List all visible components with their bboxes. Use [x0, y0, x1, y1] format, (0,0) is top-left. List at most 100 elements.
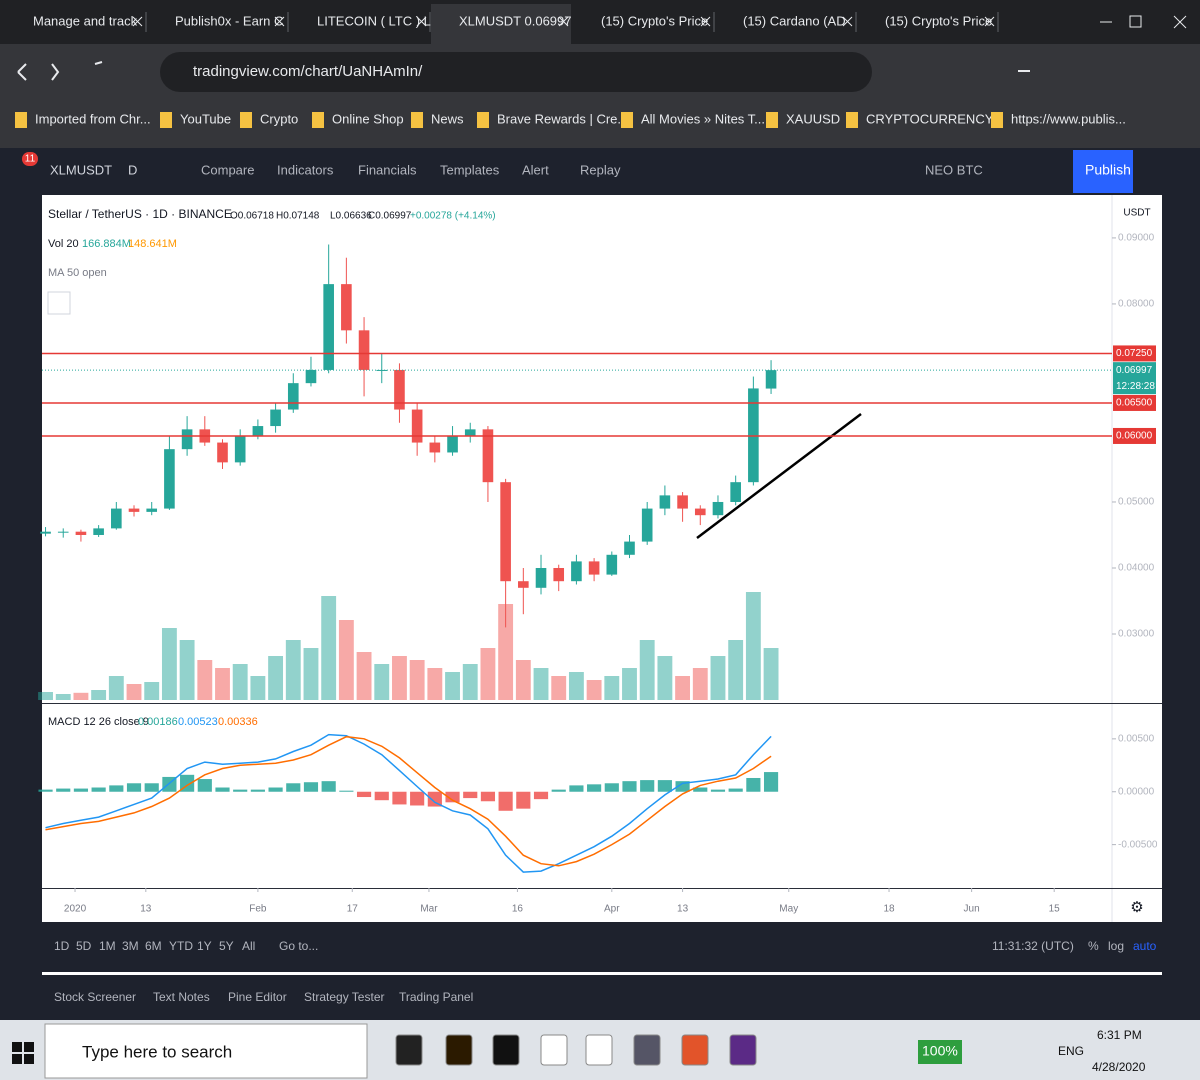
taskbar-app[interactable]: [729, 1034, 757, 1066]
volume-bar: [374, 664, 390, 700]
panel-tab[interactable]: Strategy Tester: [304, 990, 384, 1004]
ma-legend: MA 50 open: [48, 267, 107, 279]
range-button[interactable]: 6M: [145, 939, 162, 953]
x-tick-label: 16: [512, 904, 524, 915]
tab-title[interactable]: (15) Cardano (AD: [743, 13, 846, 28]
tab-title[interactable]: LITECOIN ( LTC ) L: [317, 13, 431, 28]
symbol[interactable]: XLMUSDT: [50, 162, 112, 177]
macd-histogram-bar: [144, 783, 159, 792]
close-icon[interactable]: [1173, 15, 1187, 29]
taskbar-app[interactable]: [540, 1034, 568, 1066]
tab-title[interactable]: (15) Crypto's Price: [601, 13, 708, 28]
tab-close[interactable]: [132, 16, 143, 27]
toolbar-item[interactable]: Indicators: [277, 162, 334, 177]
tab-close[interactable]: [274, 16, 285, 27]
candle-body: [93, 528, 104, 535]
panel-tab[interactable]: Pine Editor: [228, 990, 287, 1004]
maximize-icon[interactable]: [1129, 15, 1142, 28]
candle-body: [164, 449, 175, 509]
publish-label[interactable]: Publish: [1085, 162, 1131, 178]
volume-legend-value: 166.884M: [82, 238, 131, 250]
range-button[interactable]: YTD: [169, 939, 193, 953]
taskbar-app[interactable]: [395, 1034, 423, 1066]
range-button[interactable]: 1Y: [197, 939, 212, 953]
panel-tab[interactable]: Trading Panel: [399, 990, 473, 1004]
range-bar: [42, 922, 1162, 972]
range-button[interactable]: 5D: [76, 939, 92, 953]
volume-bar: [179, 640, 195, 700]
bookmark[interactable]: Crypto: [260, 111, 298, 126]
bookmark[interactable]: https://www.publis...: [1011, 111, 1126, 126]
tab-title[interactable]: Publish0x - Earn C: [175, 13, 283, 28]
macd-histogram-bar: [250, 789, 265, 792]
publish-button[interactable]: [1073, 150, 1133, 193]
taskbar-app[interactable]: [492, 1034, 520, 1066]
bookmark[interactable]: Online Shop: [332, 111, 404, 126]
tab-close[interactable]: [558, 16, 569, 27]
trend-line[interactable]: [696, 413, 862, 539]
search-box[interactable]: [44, 1023, 368, 1079]
clock-time: 6:31 PM: [1097, 1028, 1142, 1042]
ohlc-legend: O0.06718: [230, 211, 274, 222]
taskbar-app[interactable]: [445, 1034, 473, 1066]
bookmark[interactable]: CRYPTOCURRENCY...: [866, 111, 1003, 126]
volume-bar: [498, 604, 514, 700]
price-label-bg: [1113, 394, 1156, 411]
range-button[interactable]: 1M: [99, 939, 116, 953]
compare-pair[interactable]: NEO BTC: [925, 162, 983, 177]
bookmark[interactable]: Brave Rewards | Cre...: [497, 111, 628, 126]
tab-close[interactable]: [842, 16, 853, 27]
badge: [22, 152, 38, 166]
taskbar-app[interactable]: [681, 1034, 709, 1066]
tab-title[interactable]: Manage and track: [33, 13, 138, 28]
candle-body: [411, 409, 423, 443]
scale-toggle[interactable]: %: [1088, 939, 1099, 953]
ohlc-legend: +0.00278 (+4.14%): [410, 211, 496, 222]
macd-histogram-bar: [91, 787, 106, 792]
goto-button[interactable]: Go to...: [279, 939, 318, 953]
candle-body: [712, 501, 724, 516]
range-button[interactable]: All: [242, 939, 255, 953]
search-placeholder[interactable]: Type here to search: [82, 1042, 232, 1061]
scale-toggle[interactable]: auto: [1133, 939, 1157, 953]
bookmark[interactable]: YouTube: [180, 111, 231, 126]
range-button[interactable]: 1D: [54, 939, 70, 953]
bookmark[interactable]: News: [431, 111, 464, 126]
toolbar-item[interactable]: Compare: [201, 162, 254, 177]
volume-bar: [197, 660, 213, 700]
panel-tab[interactable]: Stock Screener: [54, 990, 136, 1004]
address-field[interactable]: [160, 52, 872, 92]
toolbar-item[interactable]: Financials: [358, 162, 417, 177]
ohlc-legend: H0.07148: [276, 211, 320, 222]
toolbar-item[interactable]: Replay: [580, 162, 621, 177]
macd-histogram-bar: [533, 791, 549, 800]
start-icon[interactable]: [12, 1042, 34, 1064]
toolbar-item[interactable]: Alert: [522, 162, 549, 177]
interval[interactable]: D: [128, 162, 137, 177]
collapse-button[interactable]: [47, 291, 71, 315]
tab-close[interactable]: [984, 16, 995, 27]
tab-title[interactable]: XLMUSDT 0.06997: [459, 13, 572, 28]
taskbar-app[interactable]: [633, 1034, 661, 1066]
bookmark[interactable]: XAUUSD: [786, 111, 840, 126]
macd-histogram-bar: [356, 791, 372, 798]
scale-toggle[interactable]: log: [1108, 939, 1124, 953]
toolbar-item[interactable]: Templates: [440, 162, 500, 177]
bookmark[interactable]: All Movies » Nites T...: [641, 111, 765, 126]
range-button[interactable]: 5Y: [219, 939, 234, 953]
tab-close[interactable]: [416, 16, 427, 27]
active-tab[interactable]: [431, 4, 571, 44]
settings-icon[interactable]: ⚙: [1130, 899, 1143, 916]
bookmark-icon: [766, 112, 778, 128]
macd-histogram-bar: [303, 782, 319, 792]
url[interactable]: tradingview.com/chart/UaNHAmIn/: [193, 63, 423, 80]
panel-tab[interactable]: Text Notes: [153, 990, 210, 1004]
tab-close[interactable]: [700, 16, 711, 27]
x-tick-label: 2020: [64, 904, 87, 915]
tab-title[interactable]: (15) Crypto's Price: [885, 13, 992, 28]
taskbar-app[interactable]: [585, 1034, 613, 1066]
nav-icons[interactable]: [17, 61, 1030, 81]
bookmark[interactable]: Imported from Chr...: [35, 111, 151, 126]
price-label: 0.06000: [1116, 431, 1153, 442]
range-button[interactable]: 3M: [122, 939, 139, 953]
